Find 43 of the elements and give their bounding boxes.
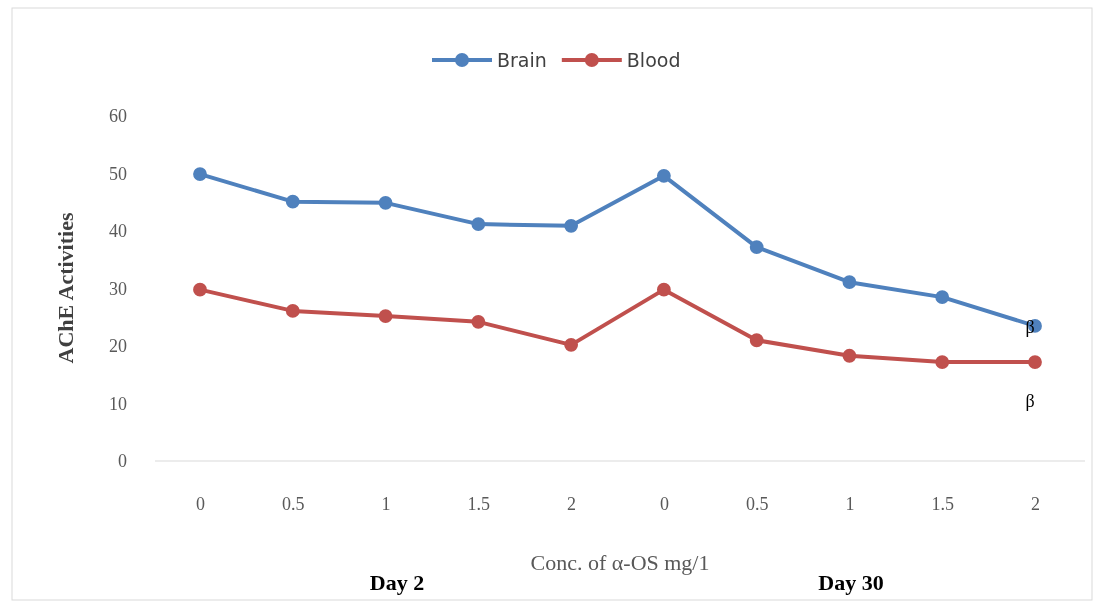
x-tick-label: 0.5	[282, 493, 305, 514]
point	[656, 282, 671, 297]
point	[471, 314, 486, 329]
point	[285, 194, 300, 209]
point	[749, 240, 764, 254]
point	[285, 304, 300, 318]
x-tick-label: 2	[1031, 493, 1040, 514]
point	[564, 218, 579, 233]
x-tick-label: 2	[567, 493, 577, 514]
y-tick-label: 20	[109, 336, 127, 357]
point	[842, 348, 857, 363]
point	[378, 309, 393, 323]
legend-label: Brain	[497, 49, 547, 71]
y-tick-label: 30	[109, 278, 127, 299]
y-tick-label: 40	[109, 221, 127, 242]
x-tick-label: 1	[845, 493, 855, 514]
point	[1028, 355, 1042, 369]
point	[656, 168, 671, 183]
y-tick-label: 50	[109, 163, 127, 184]
x-tick-label: 1.5	[931, 493, 954, 514]
point	[193, 167, 207, 181]
point	[564, 337, 579, 352]
point	[378, 195, 393, 210]
x-tick-label: 0.5	[745, 493, 769, 514]
annotation: β	[1025, 391, 1035, 411]
point	[935, 355, 950, 369]
y-axis-title: AChE Activities	[53, 212, 78, 364]
text: Day 2	[369, 570, 425, 595]
text: Day 30	[818, 570, 884, 595]
x-tick-label: 1	[381, 493, 391, 514]
legend-label: Blood	[626, 49, 681, 71]
y-tick-label: 10	[109, 393, 127, 414]
y-tick-label: 60	[109, 106, 127, 127]
point	[749, 333, 764, 348]
point	[193, 282, 207, 297]
y-tick-label: 0	[118, 451, 127, 472]
x-axis-title: Conc. of α-OS mg/1	[530, 550, 710, 575]
point	[935, 290, 950, 305]
point	[471, 217, 486, 231]
x-tick-label: 1.5	[467, 493, 491, 514]
x-tick-label: 0	[659, 493, 669, 514]
x-tick-label: 0	[196, 493, 205, 514]
point	[842, 275, 857, 290]
